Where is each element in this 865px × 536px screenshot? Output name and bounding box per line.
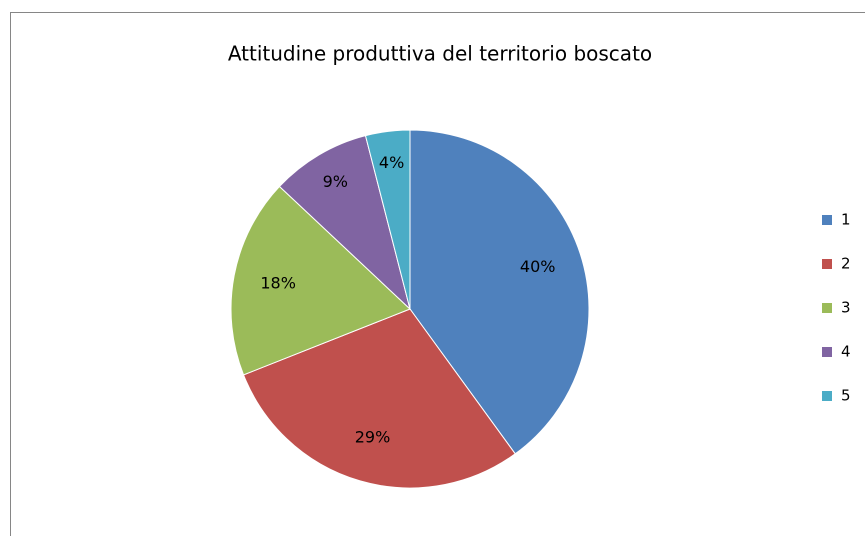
data-label: 29% — [355, 427, 391, 446]
legend-label: 1 — [841, 211, 851, 229]
legend-label: 2 — [841, 255, 851, 273]
legend-swatch — [822, 391, 832, 401]
pie-slice — [409, 129, 590, 455]
pie-slice — [278, 135, 411, 311]
legend-label: 5 — [841, 387, 851, 405]
pie-slice — [364, 129, 411, 310]
legend-label: 4 — [841, 343, 851, 361]
data-label: 40% — [520, 257, 556, 276]
data-label: 9% — [323, 172, 348, 191]
data-label: 4% — [379, 153, 404, 172]
legend-swatch — [822, 303, 832, 313]
chart-title: Attitudine produttiva del territorio bos… — [228, 42, 652, 66]
legend-swatch — [822, 347, 832, 357]
chart-border — [10, 12, 865, 536]
pie-slice — [230, 185, 411, 376]
legend-swatch — [822, 259, 832, 269]
data-label: 18% — [260, 273, 296, 292]
pie-slice — [242, 308, 516, 489]
legend-swatch — [822, 215, 832, 225]
legend-label: 3 — [841, 299, 851, 317]
